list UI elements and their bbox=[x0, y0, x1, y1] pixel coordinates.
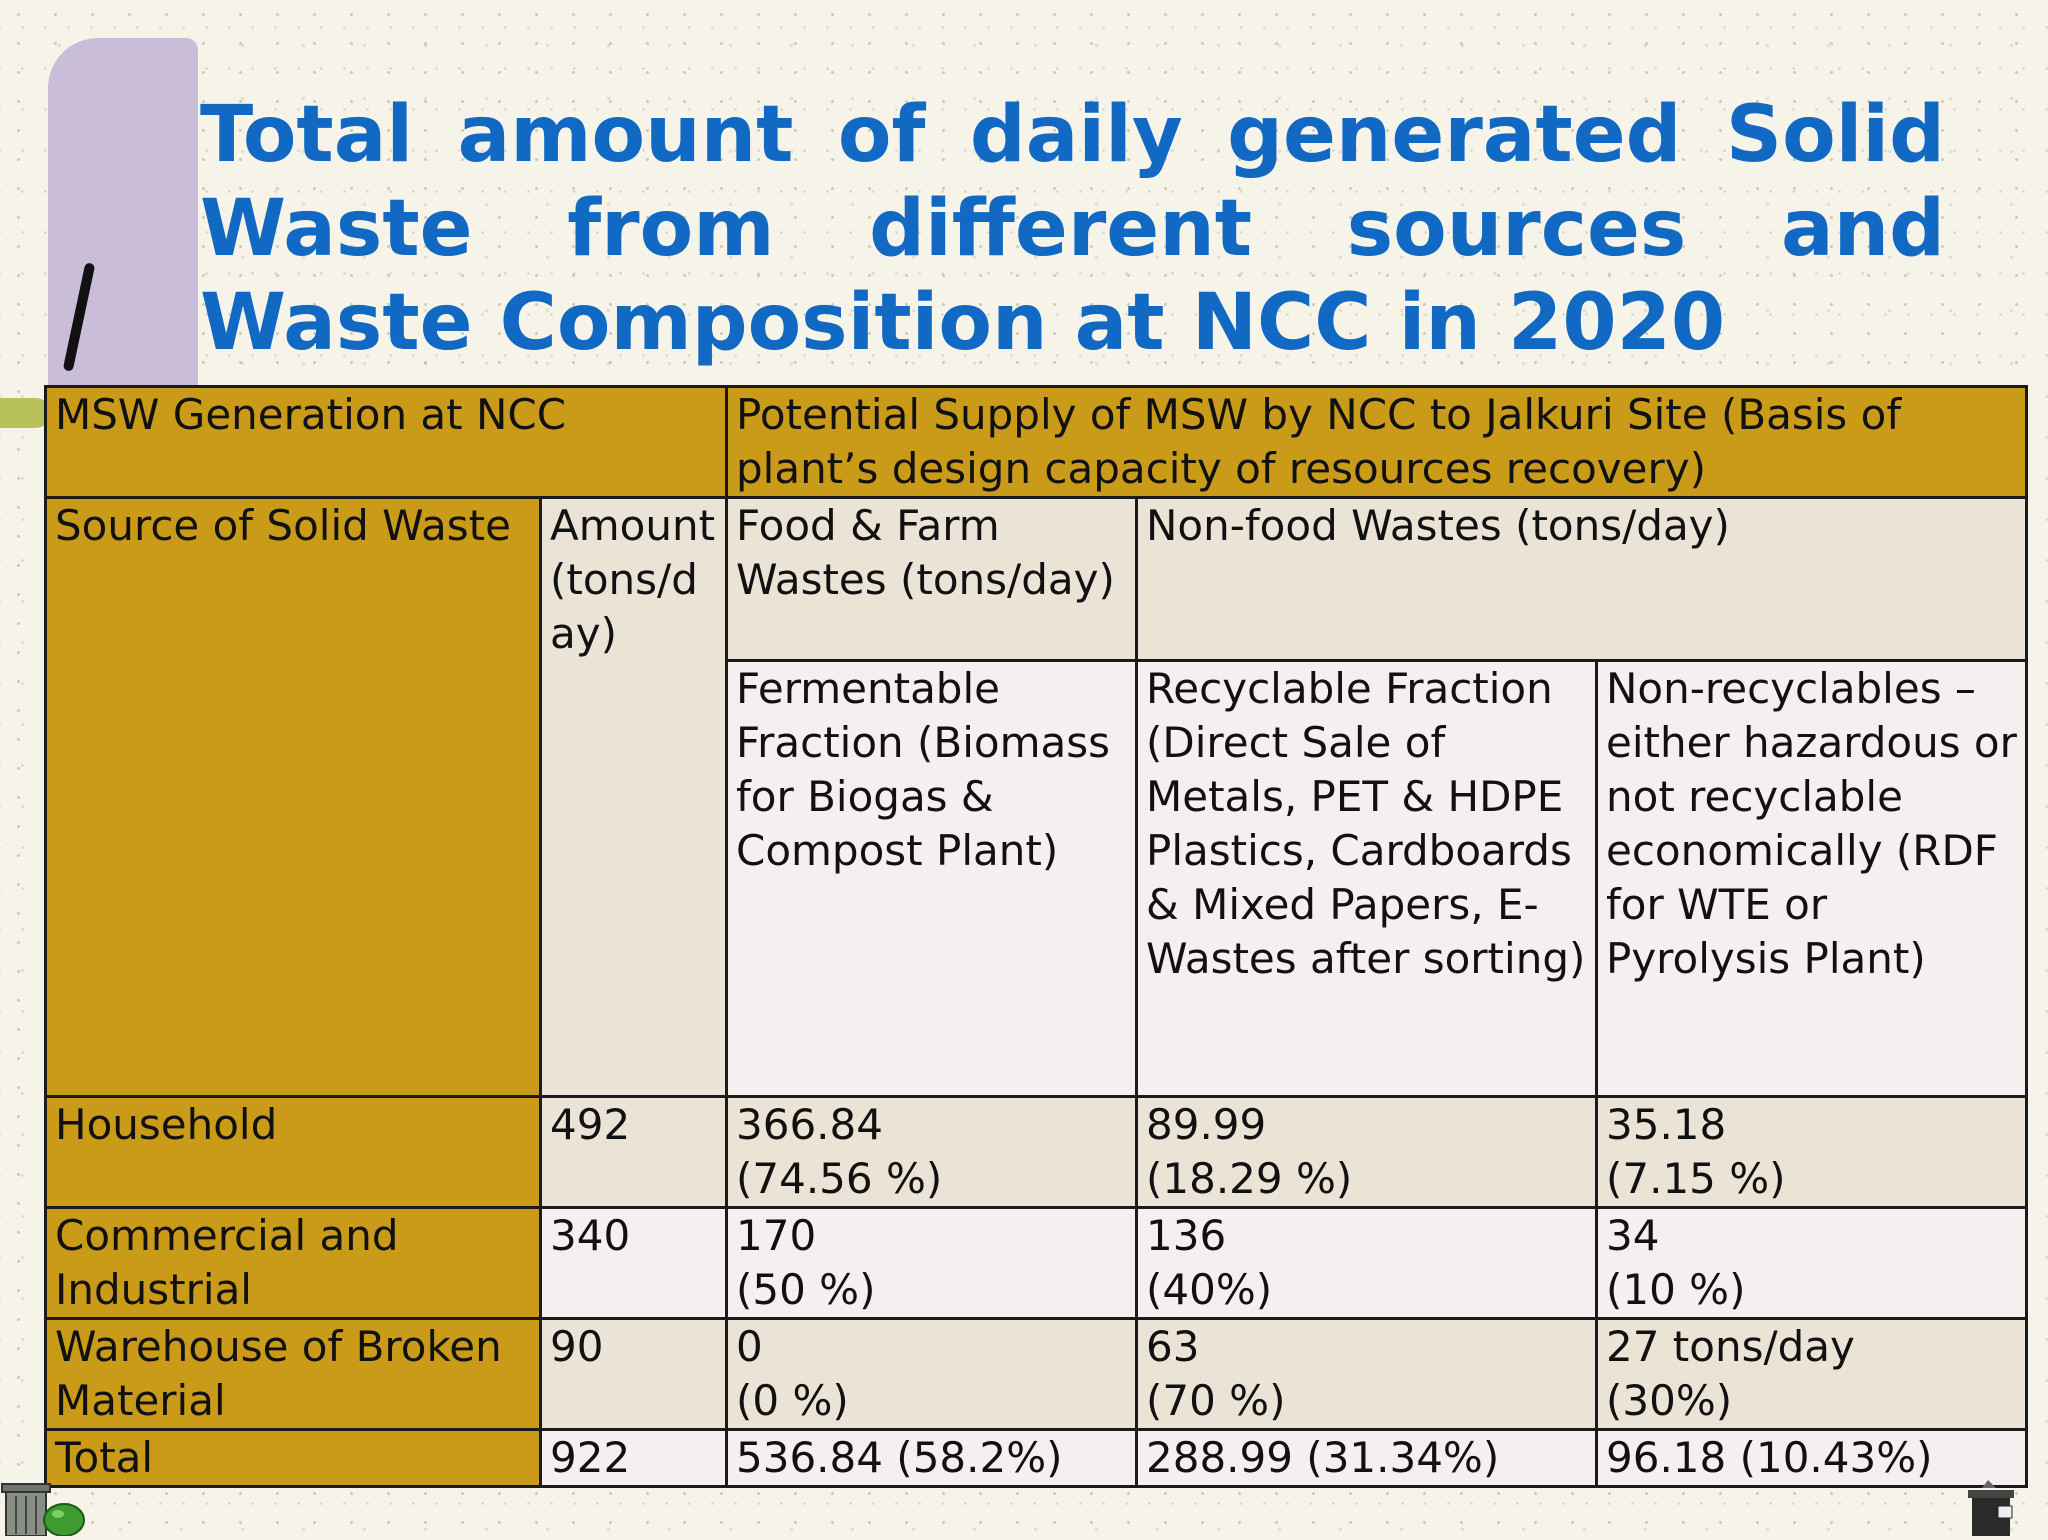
total-recyclable: 288.99 (31.34%) bbox=[1135, 1428, 1598, 1488]
row-food: 170 (50 %) bbox=[725, 1206, 1138, 1320]
waste-table: MSW Generation at NCC Potential Supply o… bbox=[44, 385, 2029, 1488]
row-recyclable: 63 (70 %) bbox=[1135, 1317, 1598, 1431]
row-amount: 90 bbox=[539, 1317, 728, 1431]
recyclable-value: 63 bbox=[1146, 1322, 1200, 1371]
recyclable-percent: (18.29 %) bbox=[1146, 1154, 1353, 1203]
non-recyclable-value: 27 tons/day bbox=[1606, 1322, 1855, 1371]
total-non-recyclable: 96.18 (10.43%) bbox=[1594, 1428, 2029, 1488]
subheader-row: Fermentable Fraction (Biomass for Biogas… bbox=[46, 659, 2029, 1098]
recyclable-value: 89.99 bbox=[1146, 1100, 1267, 1149]
row-non-recyclable: 27 tons/day (30%) bbox=[1594, 1317, 2029, 1431]
header-msw-generation: MSW Generation at NCC bbox=[44, 385, 728, 499]
food-percent: (74.56 %) bbox=[736, 1154, 943, 1203]
subheader-fermentable: Fermentable Fraction (Biomass for Biogas… bbox=[725, 659, 1138, 1098]
recyclable-value: 136 bbox=[1146, 1211, 1227, 1260]
column-food-farm: Food & Farm Wastes (tons/day) bbox=[725, 496, 1138, 662]
row-food: 366.84 (74.56 %) bbox=[725, 1095, 1138, 1209]
decorative-tab bbox=[0, 398, 50, 428]
slide-title: Total amount of daily generated Solid Wa… bbox=[200, 90, 1945, 368]
row-recyclable: 136 (40%) bbox=[1135, 1206, 1598, 1320]
food-value: 366.84 bbox=[736, 1100, 883, 1149]
recycle-bin-icon bbox=[1962, 1478, 2022, 1536]
trash-can-icon bbox=[0, 1478, 86, 1537]
table-row: Household 492 366.84 (74.56 %) 89.99 (18.2… bbox=[44, 1095, 2029, 1209]
non-recyclable-percent: (10 %) bbox=[1606, 1265, 1746, 1314]
subheader-non-recyclable: Non-recyclables – either hazardous or no… bbox=[1594, 659, 2029, 1098]
row-source: Commercial and Industrial bbox=[44, 1206, 542, 1320]
header-potential-supply: Potential Supply of MSW by NCC to Jalkur… bbox=[724, 385, 2029, 499]
non-recyclable-percent: (30%) bbox=[1606, 1376, 1733, 1425]
food-percent: (0 %) bbox=[736, 1376, 849, 1425]
table-row: Warehouse of Broken Material 90 0 (0 %) 6… bbox=[44, 1317, 2029, 1431]
table-row: Commercial and Industrial 340 170 (50 %) … bbox=[44, 1206, 2029, 1320]
row-recyclable: 89.99 (18.29 %) bbox=[1135, 1095, 1598, 1209]
total-food: 536.84 (58.2%) bbox=[725, 1428, 1138, 1488]
row-food: 0 (0 %) bbox=[725, 1317, 1138, 1431]
food-value: 170 bbox=[736, 1211, 817, 1260]
food-value: 0 bbox=[736, 1322, 763, 1371]
subheader-recyclable: Recyclable Fraction (Direct Sale of Meta… bbox=[1135, 659, 1598, 1098]
row-non-recyclable: 34 (10 %) bbox=[1594, 1206, 2029, 1320]
total-label: Total bbox=[44, 1428, 542, 1488]
header-row: MSW Generation at NCC Potential Supply o… bbox=[44, 385, 2029, 499]
row-amount: 340 bbox=[539, 1206, 728, 1320]
non-recyclable-value: 35.18 bbox=[1606, 1100, 1727, 1149]
row-source: Warehouse of Broken Material bbox=[44, 1317, 542, 1431]
column-source: Source of Solid Waste bbox=[44, 496, 542, 1098]
recyclable-percent: (40%) bbox=[1146, 1265, 1273, 1314]
row-source: Household bbox=[44, 1095, 542, 1209]
waste-table-container: MSW Generation at NCC Potential Supply o… bbox=[44, 385, 2029, 1488]
column-amount: Amount (tons/day) bbox=[539, 496, 728, 1098]
row-non-recyclable: 35.18 (7.15 %) bbox=[1594, 1095, 2029, 1209]
column-non-food: Non-food Wastes (tons/day) bbox=[1134, 496, 2029, 662]
row-amount: 492 bbox=[539, 1095, 728, 1209]
recyclable-percent: (70 %) bbox=[1146, 1376, 1286, 1425]
total-amount: 922 bbox=[539, 1428, 728, 1488]
non-recyclable-value: 34 bbox=[1606, 1211, 1660, 1260]
non-recyclable-percent: (7.15 %) bbox=[1606, 1154, 1786, 1203]
food-percent: (50 %) bbox=[736, 1265, 876, 1314]
column-header-row: Source of Solid Waste Amount (tons/day) … bbox=[44, 496, 2029, 1098]
total-row: Total 922 536.84 (58.2%) 288.99 (31.34%)… bbox=[44, 1428, 2029, 1488]
